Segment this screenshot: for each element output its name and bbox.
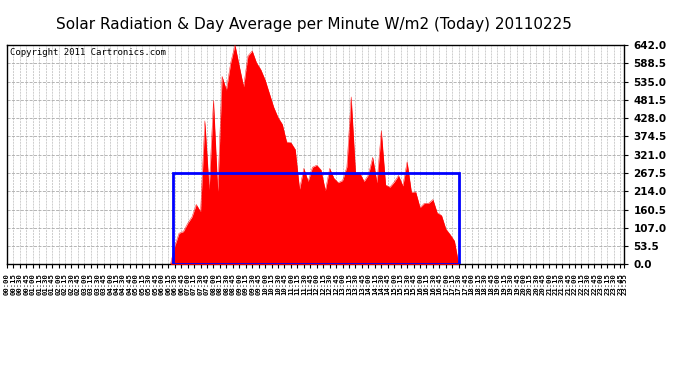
- Text: Solar Radiation & Day Average per Minute W/m2 (Today) 20110225: Solar Radiation & Day Average per Minute…: [56, 17, 572, 32]
- Bar: [172, 173, 459, 264]
- Text: Copyright 2011 Cartronics.com: Copyright 2011 Cartronics.com: [10, 48, 166, 57]
